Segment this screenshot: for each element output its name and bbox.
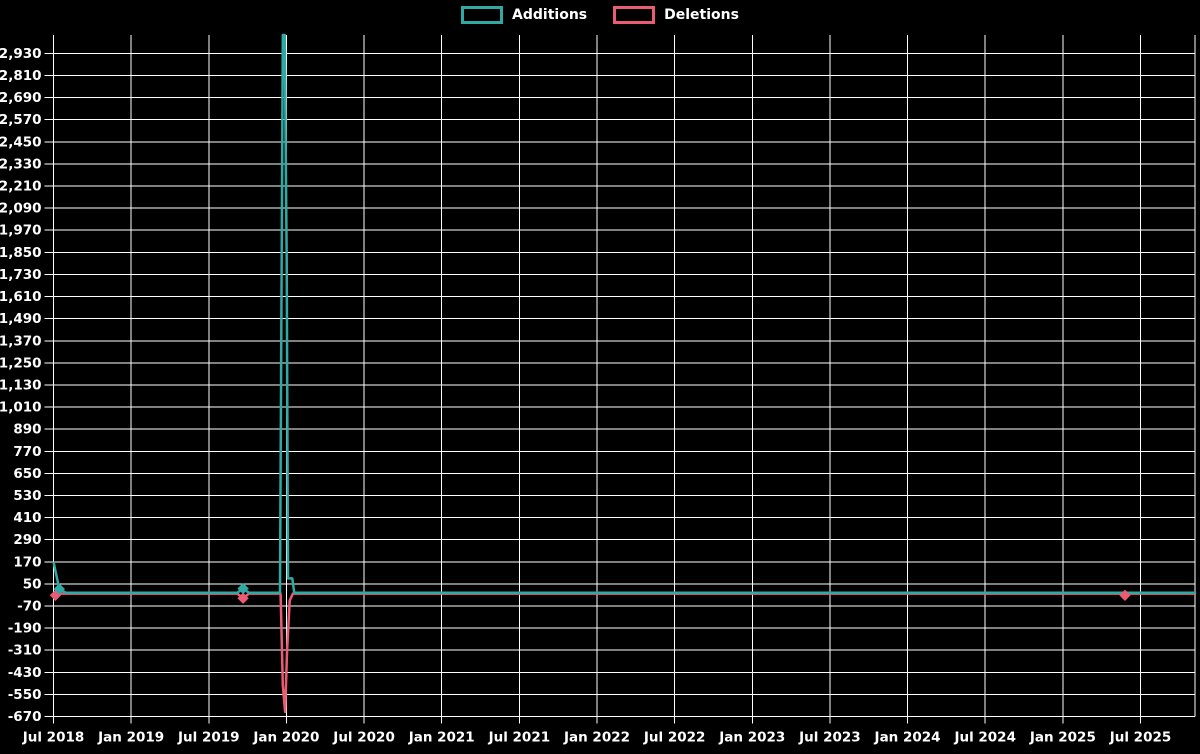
- legend-item-deletions[interactable]: Deletions: [613, 6, 739, 24]
- y-tick-label: 1,850: [0, 245, 42, 261]
- deletions-marker-icon: [237, 592, 249, 604]
- y-tick-label: 1,130: [0, 377, 42, 393]
- x-tick-label: Jul 2019: [177, 730, 240, 746]
- x-tick-label: Jan 2024: [874, 730, 941, 746]
- y-tick-label: -310: [8, 643, 42, 659]
- y-tick-label: 2,330: [0, 156, 42, 172]
- y-tick-label: 1,490: [0, 311, 42, 327]
- y-tick-label: 2,450: [0, 134, 42, 150]
- additions-legend-label: Additions: [512, 7, 588, 23]
- x-tick-label: Jan 2020: [252, 730, 319, 746]
- y-tick-label: 50: [23, 576, 42, 592]
- y-tick-label: 2,930: [0, 46, 42, 62]
- deletions-swatch-icon: [613, 6, 656, 24]
- chart-legend: Additions Deletions: [0, 6, 1200, 24]
- y-tick-label: 770: [13, 444, 41, 460]
- y-tick-label: -670: [8, 709, 42, 725]
- additions-line: [52, 33, 1197, 594]
- x-tick-label: Jul 2023: [798, 730, 861, 746]
- y-tick-label: 1,970: [0, 223, 42, 239]
- y-tick-label: 1,610: [0, 289, 42, 305]
- x-tick-label: Jul 2024: [953, 730, 1016, 746]
- y-tick-label: 650: [13, 466, 41, 482]
- y-tick-label: 530: [13, 488, 41, 504]
- x-tick-label: Jul 2025: [1109, 730, 1172, 746]
- y-tick-label: 2,570: [0, 112, 42, 128]
- x-tick-label: Jul 2018: [22, 730, 85, 746]
- y-tick-label: 2,210: [0, 179, 42, 195]
- x-tick-label: Jan 2025: [1029, 730, 1096, 746]
- x-tick-label: Jan 2021: [408, 730, 475, 746]
- gridlines: [44, 35, 1196, 724]
- x-tick-label: Jan 2019: [97, 730, 164, 746]
- y-tick-label: 290: [13, 532, 41, 548]
- y-tick-label: 1,370: [0, 333, 42, 349]
- x-tick-label: Jan 2023: [718, 730, 785, 746]
- y-tick-label: -550: [8, 687, 42, 703]
- x-tick-label: Jul 2020: [332, 730, 395, 746]
- y-tick-label: 1,730: [0, 267, 42, 283]
- y-tick-label: 170: [13, 554, 41, 570]
- additions-marker-icon: [237, 582, 249, 595]
- additions-swatch-icon: [461, 6, 504, 24]
- y-tick-label: 2,810: [0, 68, 42, 84]
- y-tick-label: -70: [17, 598, 41, 614]
- x-tick-label: Jul 2022: [643, 730, 706, 746]
- deletions-legend-label: Deletions: [664, 7, 739, 23]
- y-tick-label: -430: [8, 665, 42, 681]
- y-tick-label: 2,090: [0, 201, 42, 217]
- legend-item-additions[interactable]: Additions: [461, 6, 587, 24]
- y-tick-label: 410: [13, 510, 41, 526]
- y-tick-label: -190: [8, 621, 42, 637]
- x-tick-label: Jan 2022: [563, 730, 630, 746]
- y-tick-label: 1,250: [0, 355, 42, 371]
- additions-marker-icon: [53, 583, 65, 595]
- y-tick-label: 890: [13, 422, 41, 438]
- y-tick-label: 1,010: [0, 400, 42, 416]
- deletions-marker-icon: [1119, 589, 1131, 601]
- y-tick-label: 2,690: [0, 90, 42, 106]
- x-tick-label: Jul 2021: [488, 730, 551, 746]
